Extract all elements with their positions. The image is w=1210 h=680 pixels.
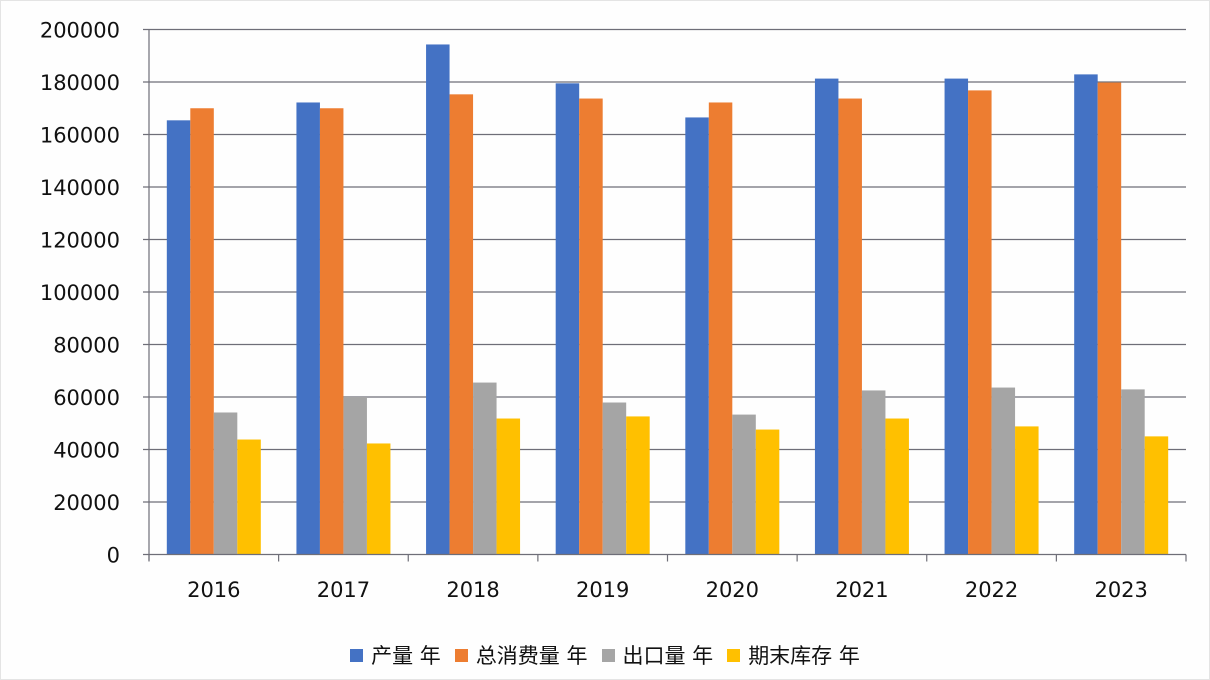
y-tick-label: 200000 bbox=[40, 19, 120, 43]
legend-swatch-icon bbox=[454, 648, 468, 662]
legend-label: 总消费量 年 bbox=[475, 644, 588, 668]
bar bbox=[237, 439, 261, 555]
x-tick-label: 2020 bbox=[706, 578, 759, 602]
bar bbox=[213, 412, 238, 555]
bar bbox=[732, 414, 756, 555]
bar bbox=[366, 443, 391, 555]
y-tick-label: 140000 bbox=[40, 176, 120, 200]
bar bbox=[991, 387, 1016, 555]
bar bbox=[885, 418, 909, 555]
y-tick-label: 100000 bbox=[40, 281, 120, 305]
x-tick-label: 2017 bbox=[317, 578, 370, 602]
x-tick-label: 2021 bbox=[835, 578, 888, 602]
bar bbox=[1144, 436, 1169, 555]
legend-label: 期末库存 年 bbox=[748, 644, 860, 668]
y-axis-labels: 0 20000 40000 60000 80000 100000 120000 140000 1… bbox=[40, 19, 120, 568]
legend-swatch-icon bbox=[727, 648, 741, 662]
legend-item: 出口量 年 bbox=[601, 640, 714, 670]
bar bbox=[814, 78, 839, 555]
y-tick-label: 180000 bbox=[40, 71, 120, 95]
bar bbox=[319, 108, 344, 555]
y-tick-label: 160000 bbox=[40, 124, 120, 148]
y-tick-label: 0 bbox=[107, 544, 120, 568]
x-tick-label: 2016 bbox=[187, 578, 240, 602]
legend-swatch-icon bbox=[350, 648, 364, 662]
bar bbox=[579, 98, 603, 555]
bar bbox=[449, 94, 474, 555]
axes bbox=[143, 29, 1187, 562]
legend-swatch-icon bbox=[601, 648, 615, 662]
bar bbox=[1097, 82, 1122, 555]
bar-chart: 0 20000 40000 60000 80000 100000 120000 140000 1… bbox=[40, 19, 1187, 602]
y-tick-label: 40000 bbox=[53, 439, 120, 463]
legend-item: 总消费量 年 bbox=[454, 640, 588, 670]
bar bbox=[473, 382, 497, 555]
y-tick-label: 60000 bbox=[53, 386, 120, 410]
bar bbox=[838, 98, 862, 555]
bar-series bbox=[166, 44, 1169, 555]
x-tick-label: 2018 bbox=[446, 578, 499, 602]
bar bbox=[861, 390, 886, 555]
bar bbox=[426, 44, 450, 555]
bar bbox=[190, 108, 214, 555]
bar bbox=[944, 78, 969, 555]
y-tick-label: 80000 bbox=[53, 334, 120, 358]
y-tick-label: 20000 bbox=[53, 491, 120, 515]
legend-item: 期末库存 年 bbox=[727, 640, 860, 670]
x-tick-label: 2023 bbox=[1094, 578, 1147, 602]
bar bbox=[968, 90, 992, 555]
bar bbox=[555, 83, 580, 555]
legend-label: 产量 年 bbox=[371, 644, 441, 668]
bar bbox=[166, 120, 191, 555]
bar bbox=[755, 429, 780, 555]
legend: 产量 年 总消费量 年 出口量 年 期末库存 年 bbox=[0, 640, 1210, 670]
bar bbox=[343, 397, 367, 555]
legend-item: 产量 年 bbox=[350, 640, 441, 670]
y-tick-label: 120000 bbox=[40, 229, 120, 253]
bar bbox=[496, 418, 521, 555]
bar bbox=[708, 102, 733, 555]
x-tick-label: 2022 bbox=[965, 578, 1018, 602]
legend-label: 出口量 年 bbox=[622, 644, 714, 668]
bar bbox=[296, 102, 320, 555]
bar bbox=[602, 402, 627, 555]
bar bbox=[1121, 389, 1145, 555]
bar bbox=[1074, 74, 1098, 555]
bar bbox=[685, 117, 709, 555]
x-tick-label: 2019 bbox=[576, 578, 629, 602]
x-axis-labels: 2016 2017 2018 2019 2020 2021 2022 2023 bbox=[187, 578, 1148, 602]
bar bbox=[1015, 426, 1039, 555]
bar bbox=[626, 416, 650, 555]
